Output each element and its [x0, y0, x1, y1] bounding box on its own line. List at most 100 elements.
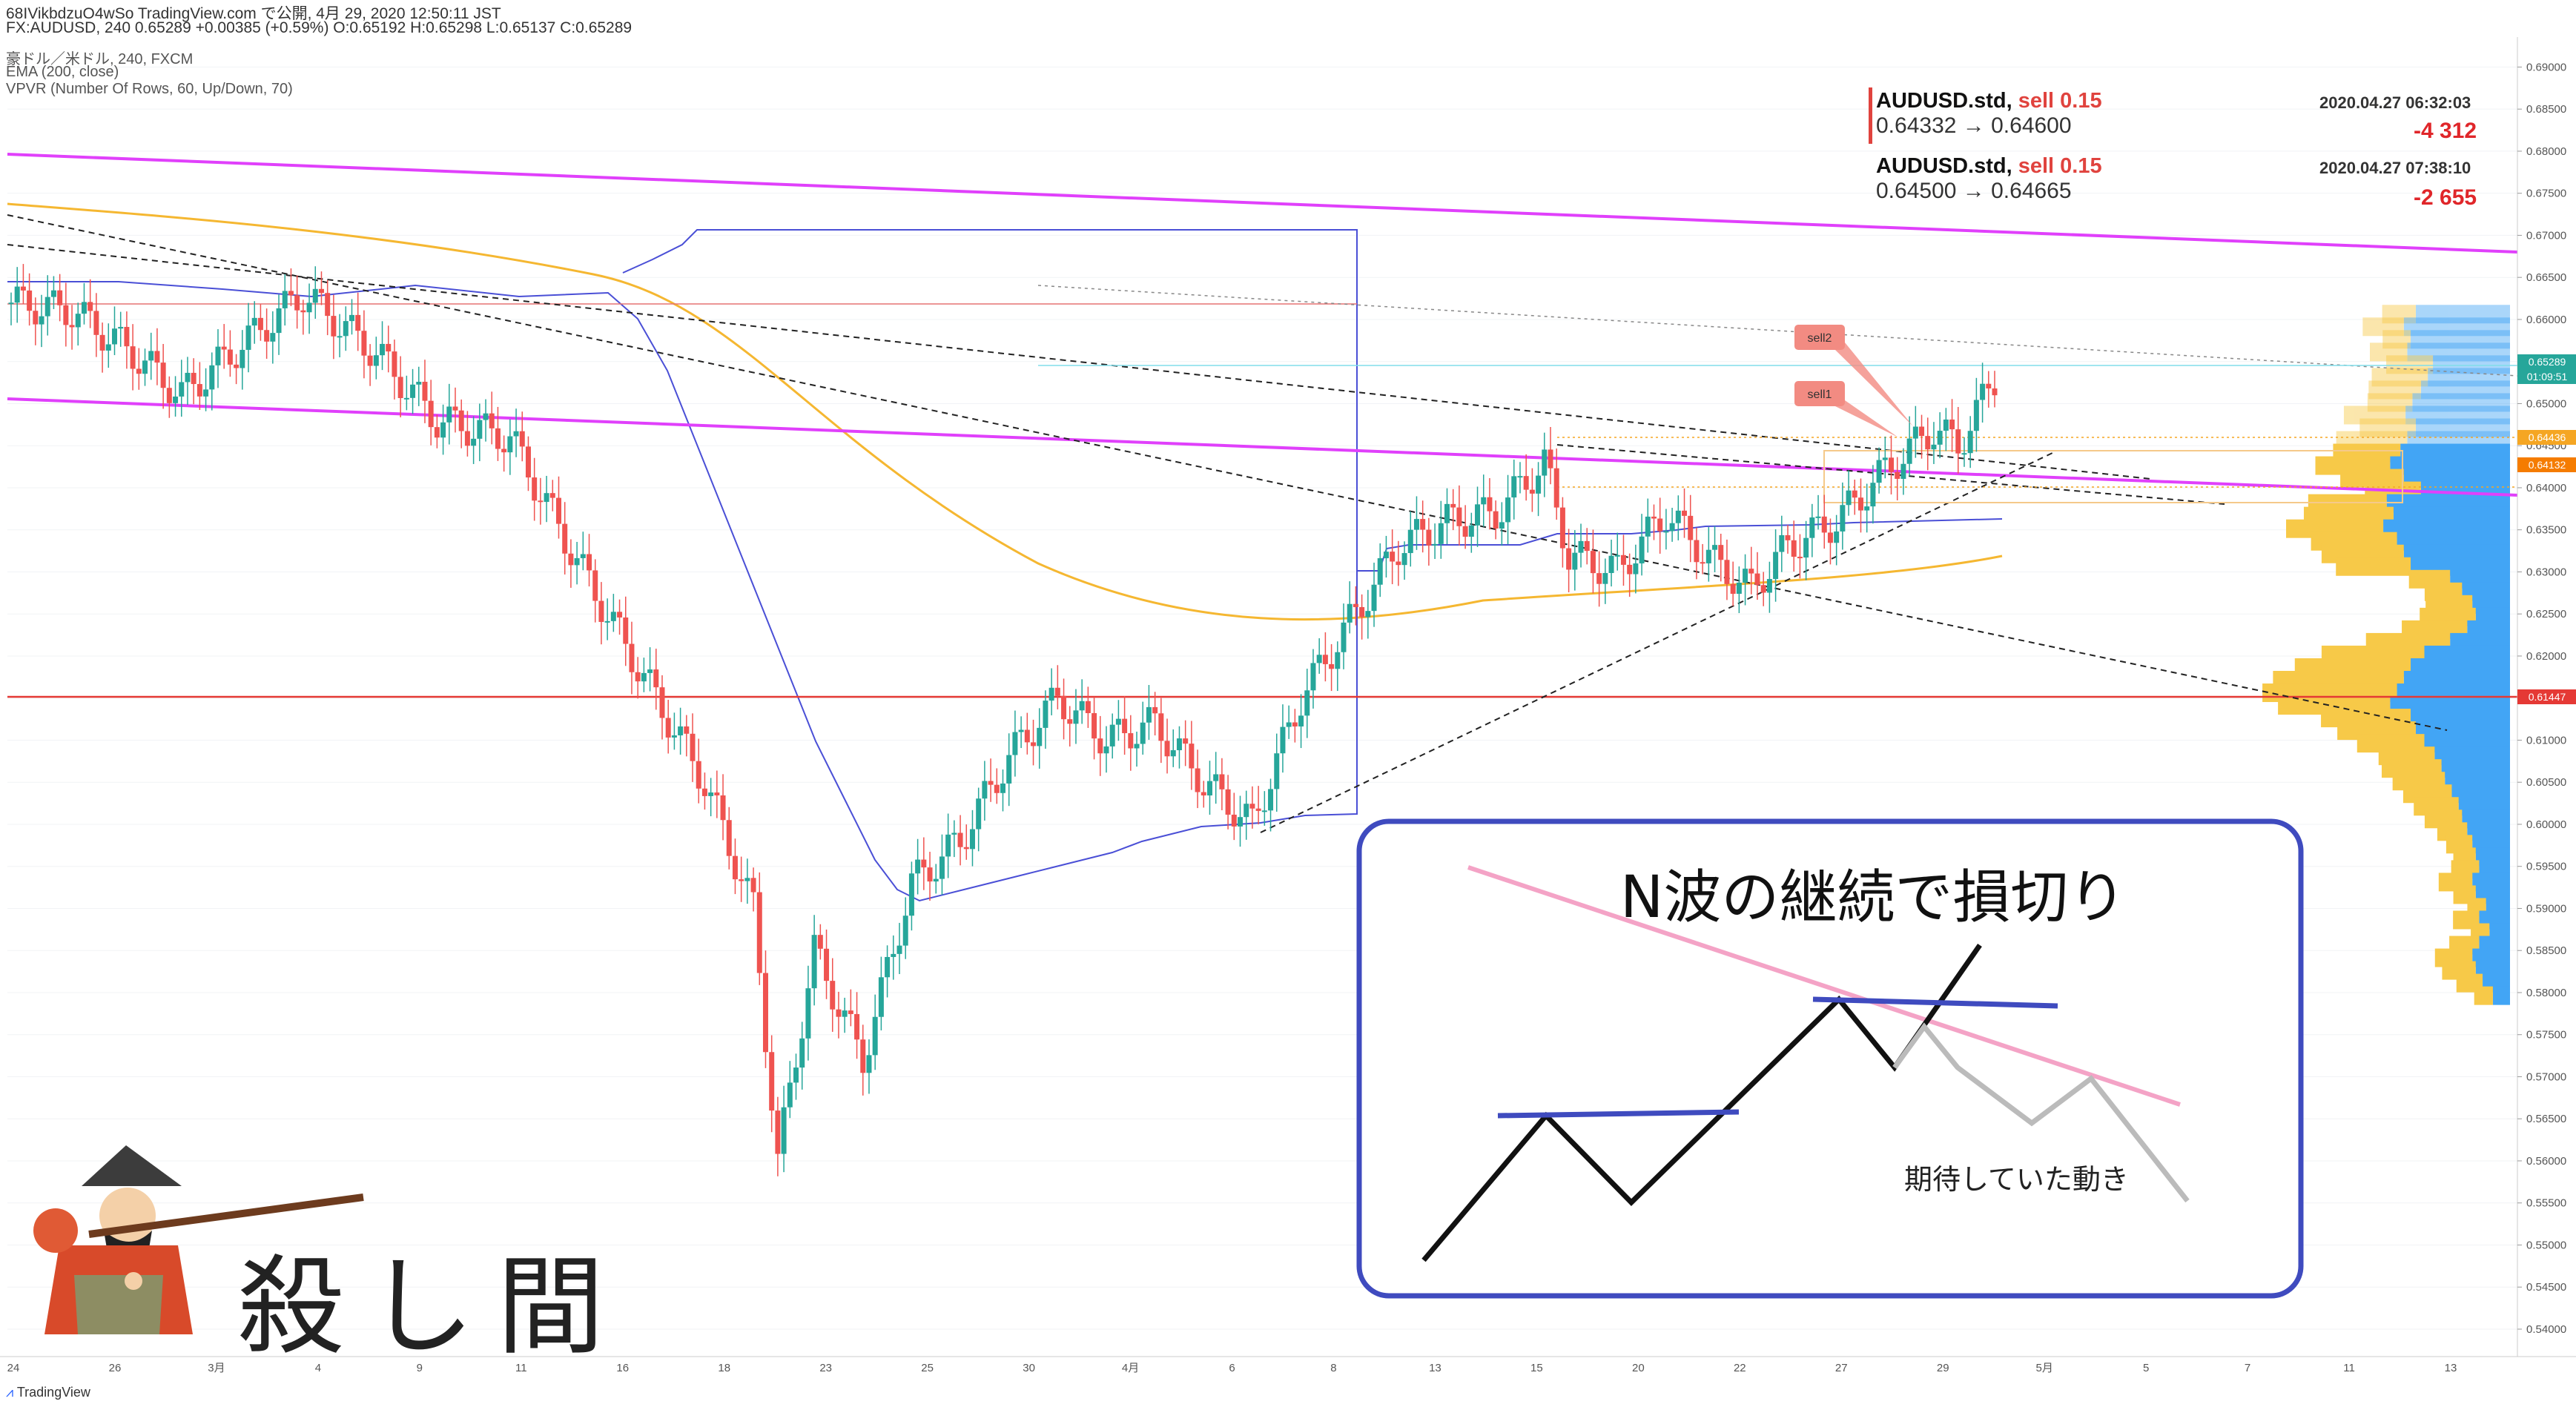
candle [1657, 497, 1663, 554]
candle [775, 1096, 781, 1176]
candle [1493, 500, 1499, 540]
trade-2-symbol: AUDUSD.std, [1876, 154, 2012, 178]
candle [1304, 669, 1310, 738]
time-tick-label: 7 [2245, 1362, 2250, 1374]
trade-1-marker [1869, 87, 1872, 144]
candle [1809, 503, 1815, 557]
candle [1255, 786, 1261, 825]
price-tick-label: 0.54000 [2526, 1323, 2566, 1336]
sell1-marker[interactable]: sell1 [1794, 381, 1898, 437]
candle [1730, 561, 1736, 606]
legend-symbol[interactable]: 豪ドル／米ドル, 240, FXCM [6, 51, 194, 67]
time-tick-label: 5月 [2035, 1362, 2052, 1374]
candle [696, 738, 701, 804]
price-tick-label: 0.58500 [2526, 944, 2566, 957]
time-tick-label: 29 [1937, 1362, 1949, 1374]
candle [69, 305, 75, 350]
volume-profile-row [2474, 986, 2510, 1005]
price-tick-label: 0.62000 [2526, 650, 2566, 663]
blue-step-line-right [1357, 518, 2003, 572]
candle [532, 457, 538, 521]
ema-line [7, 202, 2003, 621]
candle [1912, 405, 1918, 458]
candle [14, 267, 20, 323]
last-price-tag: 0.65289 01:09:51 [2517, 354, 2576, 384]
price-tick-label: 0.58000 [2526, 987, 2566, 999]
candle [495, 406, 501, 461]
candle [1261, 791, 1267, 826]
trade-1-side: sell 0.15 [2018, 89, 2102, 113]
candle [471, 416, 477, 464]
candle [714, 770, 720, 818]
candle [1152, 692, 1158, 736]
candle [1815, 494, 1821, 530]
candle [154, 328, 160, 385]
candle [1846, 470, 1852, 516]
candle [739, 856, 744, 902]
candle [1718, 533, 1724, 582]
time-axis[interactable]: 24 26 3月 4 9 11 16 18 23 25 30 4月 6 8 13 15 20 22 27 29 5月 5 7… [0, 1356, 2576, 1374]
time-tick-label: 11 [2343, 1362, 2355, 1374]
candle [1006, 733, 1012, 807]
candle [750, 867, 756, 912]
candle [969, 810, 975, 867]
candle [1700, 543, 1705, 575]
legend-ema[interactable]: EMA (200, close) [6, 64, 119, 80]
candle [836, 991, 842, 1039]
price-tick-label: 0.56000 [2526, 1155, 2566, 1168]
candle [1031, 719, 1037, 766]
candle [1517, 462, 1523, 494]
candle [902, 897, 908, 959]
candle [1937, 412, 1943, 459]
candle [678, 707, 684, 755]
legend-vpvr[interactable]: VPVR (Number Of Rows, 60, Up/Down, 70) [6, 81, 293, 97]
price-tick-label: 0.56500 [2526, 1113, 2566, 1125]
candle [866, 1039, 872, 1094]
svg-text:0.61447: 0.61447 [2529, 691, 2566, 703]
inset-caption: 期待していた動き [1904, 1163, 2129, 1196]
volume-profile-row [2343, 405, 2510, 425]
trade-1-pl: -4 312 [2414, 119, 2477, 143]
candle [27, 273, 33, 326]
candle [1529, 468, 1535, 512]
time-tick-label: 26 [109, 1362, 122, 1374]
trade-1-symbol: AUDUSD.std, [1876, 89, 2012, 113]
candle [1043, 690, 1048, 749]
candle [1523, 454, 1529, 501]
candle [1109, 713, 1115, 759]
candle [708, 778, 714, 817]
candle [251, 301, 257, 344]
candle [1754, 552, 1760, 600]
price-tick-label: 0.64000 [2526, 482, 2566, 494]
candle [1590, 529, 1596, 594]
candle [1024, 712, 1030, 755]
price-tick-label: 0.55500 [2526, 1197, 2566, 1210]
candle [1602, 558, 1608, 604]
price-tick-label: 0.67000 [2526, 229, 2566, 242]
candle [464, 411, 470, 457]
candle [282, 274, 288, 326]
candle [1694, 528, 1700, 580]
candle [1900, 448, 1906, 495]
time-tick-label: 24 [7, 1362, 20, 1374]
candle [1407, 511, 1413, 567]
candle [477, 403, 483, 462]
candle [1432, 523, 1438, 560]
dashed-resistance-line [7, 244, 2151, 480]
candle [1335, 641, 1341, 692]
candle [386, 325, 392, 373]
svg-text:0.65289: 0.65289 [2529, 356, 2566, 368]
candle [276, 294, 282, 355]
price-tick-label: 0.60500 [2526, 776, 2566, 789]
candle [872, 994, 878, 1070]
candle [1675, 495, 1681, 540]
tradingview-logo[interactable]: ⩘ TradingView [6, 1385, 90, 1400]
candle [1115, 700, 1121, 741]
sell2-marker[interactable]: sell2 [1794, 325, 1913, 426]
candle [635, 657, 641, 699]
candle [701, 772, 707, 810]
candle [1639, 514, 1645, 576]
candle [1444, 488, 1450, 545]
candle [196, 362, 202, 410]
